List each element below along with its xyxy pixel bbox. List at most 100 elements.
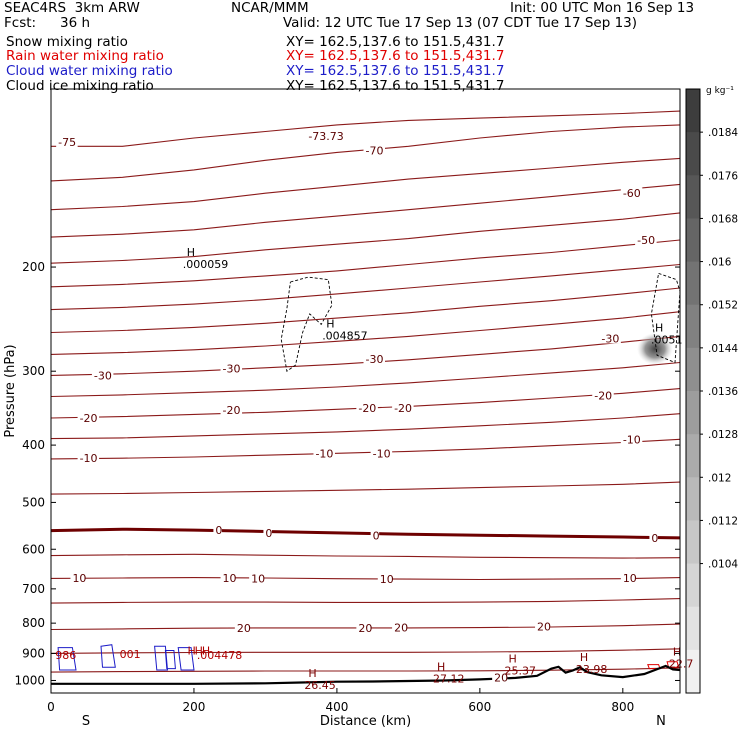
colorbar-label: .0136 (708, 386, 738, 398)
high-marker: H (580, 651, 588, 664)
contour-label: 20 (537, 621, 551, 634)
contour-label: -75 (58, 136, 76, 149)
snow-contour (280, 276, 333, 372)
rain-water-contour (666, 661, 680, 668)
cloud-water-contour (57, 647, 77, 671)
contour-label: 20 (358, 622, 372, 635)
experiment-title: SEAC4RS 3km ARW (4, 0, 140, 16)
colorbar-swatch (686, 304, 700, 349)
contour-label-bg (592, 389, 614, 401)
contour-label-bg (599, 332, 621, 344)
terrain-line (51, 664, 681, 685)
contour-label-bg (220, 362, 243, 374)
cloud-water-label: H (195, 645, 203, 658)
contour-label: 0 (373, 530, 380, 543)
isotherm-line (51, 667, 680, 673)
contour-label: -60 (623, 187, 641, 200)
isotherm-line (51, 577, 680, 581)
x-tick-label: 800 (611, 700, 634, 714)
high-marker: H (508, 653, 516, 666)
colorbar: .0184 .0176 .0168 .016 .0152 .0144 .0136 .0128.… (685, 86, 738, 694)
x-axis-label: Distance (km) (320, 714, 411, 729)
snow-mixing-ratio-contours (280, 272, 681, 372)
contour-label: -10 (80, 452, 98, 465)
high-marker: H (655, 321, 663, 334)
contour-label: -10 (623, 433, 641, 446)
field-xy-snow: XY= 162.5,137.6 to 151.5,431.7 (286, 34, 505, 50)
cloud-ice-shading (636, 332, 673, 365)
contour-label: -30 (223, 363, 241, 376)
endpoint-right-label: N (656, 714, 666, 729)
cloud-water-contour (100, 644, 116, 668)
y-tick-label: 800 (22, 616, 45, 630)
high-value: 22.7 (669, 658, 694, 671)
fcst-value: 36 h (60, 15, 91, 31)
contour-label: -20 (358, 402, 376, 415)
isotherm-line (51, 110, 680, 147)
colorbar-label: .0184 (708, 127, 738, 139)
contour-label-bg (220, 571, 236, 583)
terrain-surface (51, 664, 681, 685)
colorbar-swatch (686, 89, 700, 133)
cloud-water-contours (57, 644, 195, 671)
isotherm-line (51, 311, 680, 355)
contour-label: 10 (623, 572, 637, 585)
contour-label: 20 (237, 622, 251, 635)
colorbar-label: .016 (708, 257, 732, 269)
source-label: NCAR/MMM (231, 0, 309, 16)
isotherm-line (51, 648, 680, 654)
plot-frame (50, 88, 681, 694)
temperature-contours (51, 110, 680, 673)
init-time: Init: 00 UTC Mon 16 Sep 13 (510, 0, 695, 16)
y-tick-label: 900 (22, 646, 45, 660)
snow-contour (650, 272, 681, 364)
colorbar-label: .012 (708, 472, 731, 484)
contour-label: 10 (380, 573, 394, 586)
high-value: 23.98 (576, 663, 608, 676)
high-value: 26.45 (304, 679, 336, 692)
y-tick-label: 600 (22, 542, 45, 556)
contour-label: 10 (223, 572, 237, 585)
colorbar-swatch (686, 606, 700, 651)
y-tick-label: 400 (22, 438, 45, 452)
x-tick-label: 400 (325, 700, 348, 714)
contour-label: 0 (265, 527, 272, 540)
contour-label: 20 (494, 672, 508, 685)
isotherm-line (51, 598, 680, 604)
contour-label-bg (363, 144, 385, 156)
colorbar-label: .0152 (708, 300, 738, 312)
colorbar-swatch (686, 563, 700, 608)
contour-label-bg (370, 447, 393, 459)
contour-label-bg (91, 369, 114, 381)
y-tick-label: 1000 (14, 673, 45, 687)
isotherm-line (51, 361, 680, 398)
high-marker: H (187, 246, 195, 259)
y-tick-label: 200 (22, 260, 45, 274)
x-tick-label: 0 (47, 700, 55, 714)
y-tick-label: 500 (22, 495, 45, 509)
field-name-cloud-ice: Cloud ice mixing ratio (6, 78, 154, 94)
contour-label-bg (220, 404, 243, 416)
contour-label: 0 (215, 524, 222, 537)
contour-label-bg (356, 621, 372, 633)
contour-label-bg (263, 526, 272, 538)
contour-label-bg (77, 412, 100, 424)
valid-time: Valid: 12 UTC Tue 17 Sep 13 (07 CDT Tue … (283, 15, 638, 31)
contour-label: -20 (223, 404, 241, 417)
contour-label-bg (306, 129, 348, 141)
contour-label: -73.73 (308, 130, 343, 143)
contour-label: 20 (394, 622, 408, 635)
colorbar-swatch (686, 477, 700, 522)
isotherm-line (51, 481, 680, 495)
cloud-water-label: H (188, 645, 196, 658)
contour-label: -20 (80, 412, 98, 425)
contour-label: -20 (394, 402, 412, 415)
contour-label-bg (313, 447, 335, 459)
contour-label: -10 (373, 447, 391, 460)
high-value: .0051 (651, 333, 683, 346)
contour-label-bg (77, 452, 100, 464)
contour-label: 0 (651, 532, 658, 545)
contour-label: -10 (315, 447, 333, 460)
